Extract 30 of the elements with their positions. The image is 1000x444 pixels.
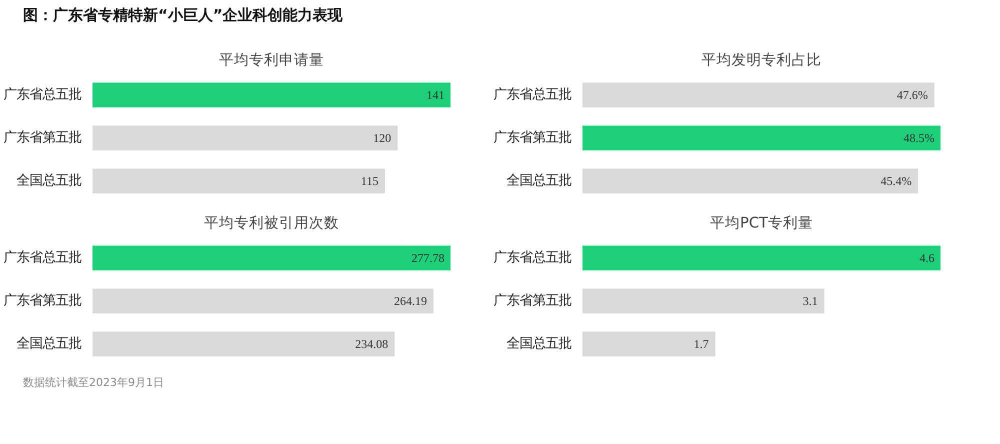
chart-title: 平均发明专利占比: [702, 52, 822, 68]
data-label: 277.78: [412, 251, 444, 265]
data-label: 1.7: [694, 337, 709, 351]
y-tick-label: 广东省第五批: [494, 294, 572, 308]
text: 数据统计截至2023年9月1日: [23, 375, 164, 391]
y-tick-label: 广东省总五批: [494, 88, 572, 102]
data-label: 120: [373, 131, 392, 145]
data-label: 141: [426, 88, 444, 102]
data-label: 264.19: [394, 294, 427, 308]
data-label: 4.6: [920, 251, 934, 265]
y-tick-label: 广东省第五批: [494, 130, 572, 146]
y-tick-label: 全国总五批: [506, 336, 572, 352]
y-tick-label: 全国总五批: [506, 174, 572, 188]
text: 图：广东省专精特新“小巨人”企业科创能力表现: [23, 5, 343, 26]
y-tick-label: 广东省总五批: [494, 250, 572, 266]
data-label: 234.08: [355, 337, 388, 351]
chart-title: 平均专利被引用次数: [204, 214, 339, 232]
data-label: 47.6%: [896, 88, 928, 102]
y-tick-label: 广东省第五批: [4, 294, 82, 308]
chart-title: 平均专利申请量: [219, 52, 324, 68]
y-tick-label: 广东省第五批: [4, 130, 82, 146]
data-label: 45.4%: [880, 174, 912, 188]
data-label: 48.5%: [904, 131, 935, 145]
y-tick-label: 广东省总五批: [4, 88, 82, 102]
data-label: 3.1: [802, 294, 818, 308]
data-label: 115: [360, 174, 378, 188]
y-tick-label: 全国总五批: [16, 336, 82, 352]
chart-title: 平均PCT专利量: [710, 214, 814, 232]
y-tick-label: 全国总五批: [16, 174, 82, 188]
y-tick-label: 广东省总五批: [4, 250, 82, 266]
